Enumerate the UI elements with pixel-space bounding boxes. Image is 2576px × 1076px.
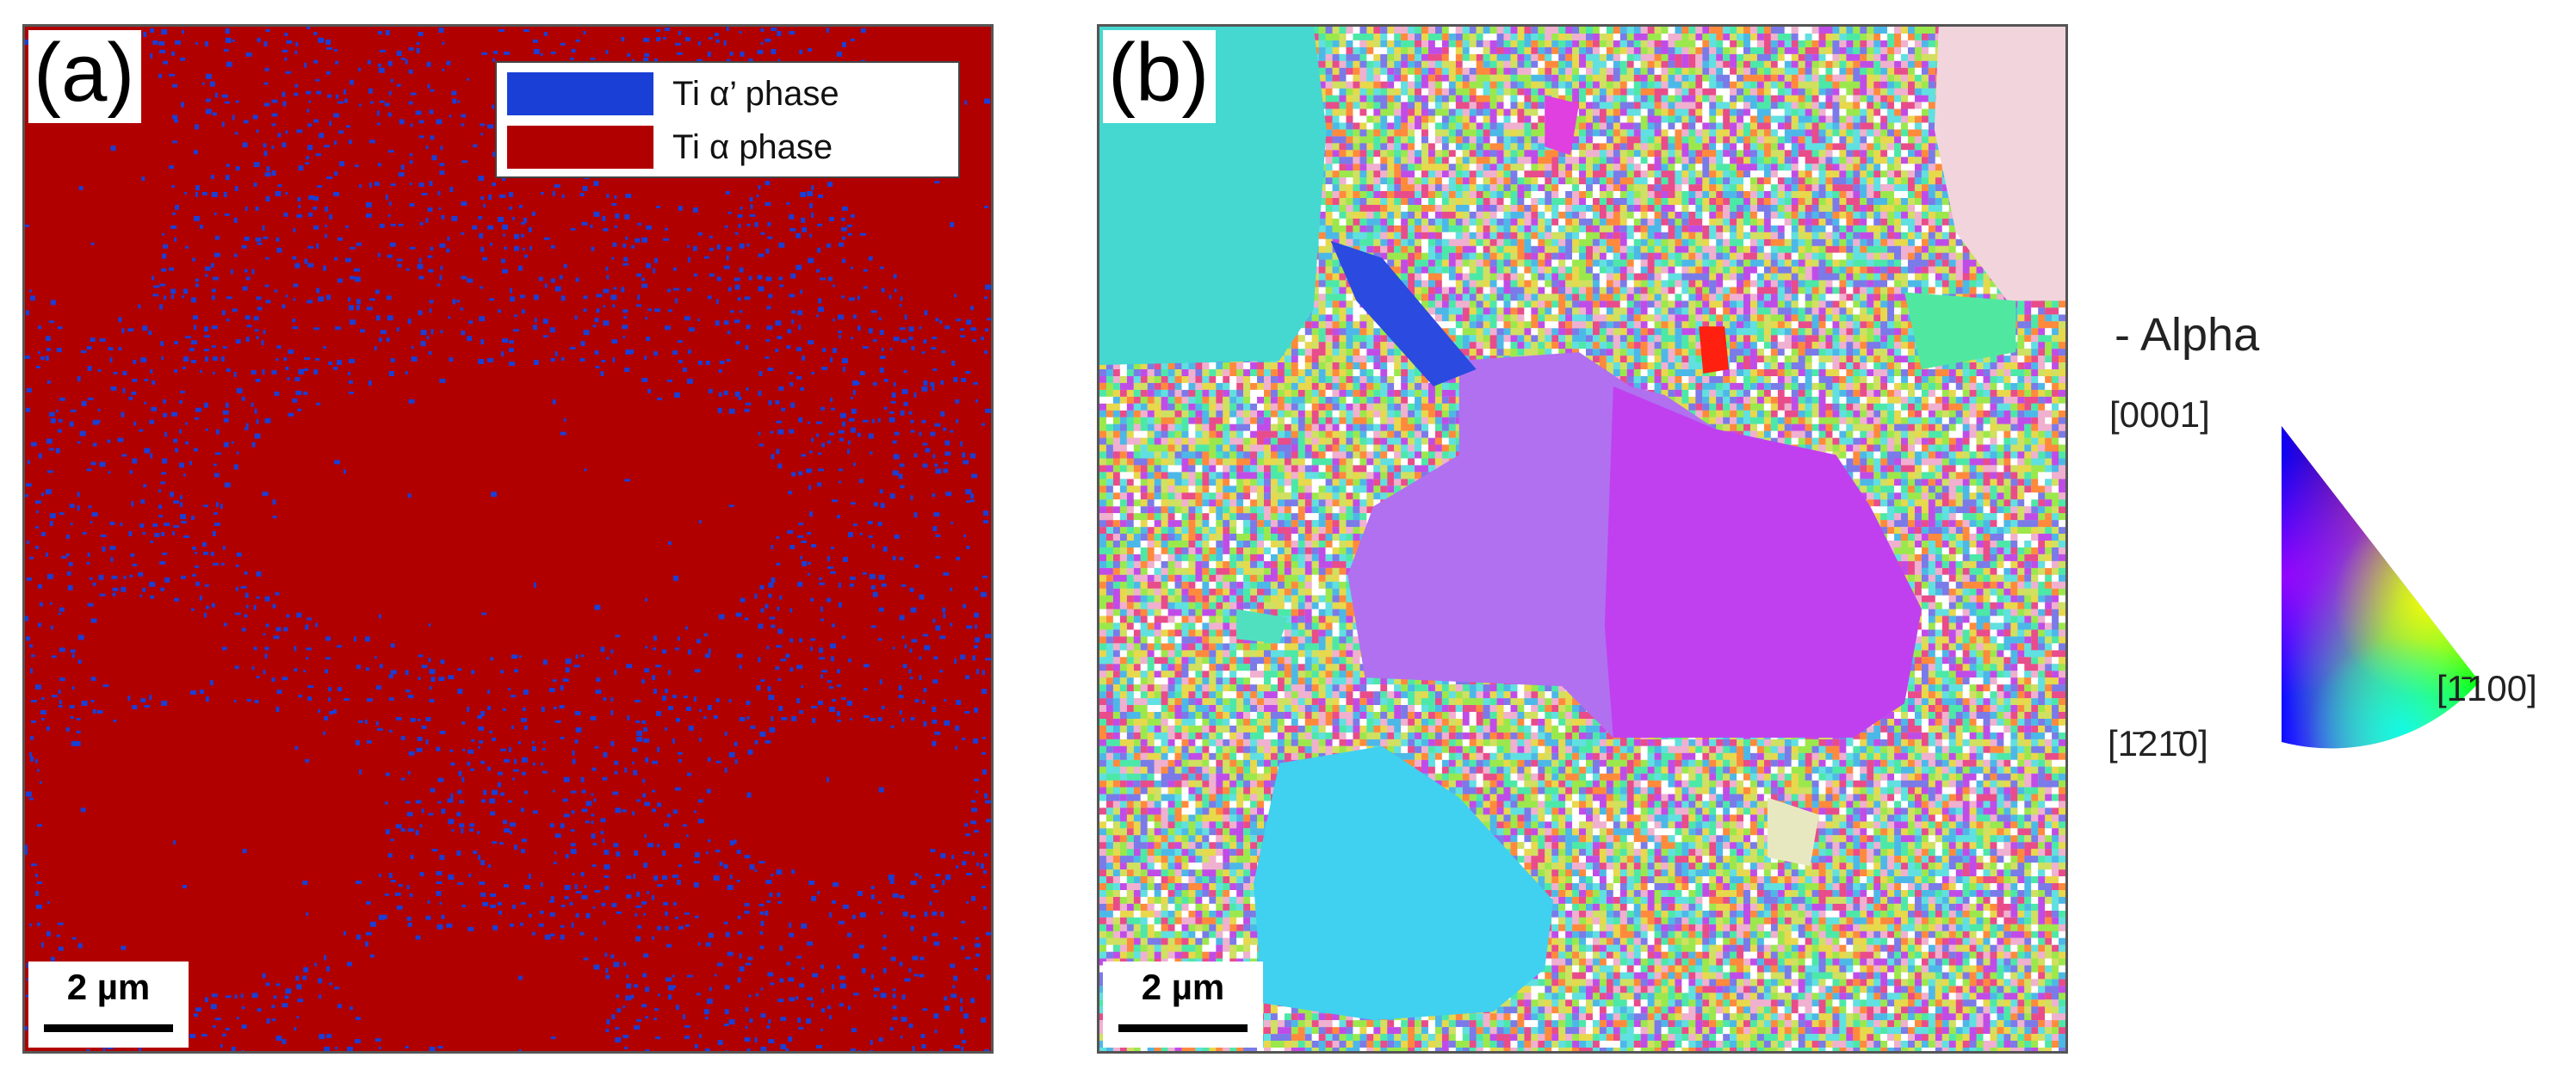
ipf-key-title: - Alpha xyxy=(2115,309,2260,361)
grain-9 xyxy=(1236,609,1288,644)
scale-bar-a: 2 µm xyxy=(28,962,189,1048)
phase-map-image xyxy=(25,27,991,1051)
ipf-pole-1-210: [1̄21̄0] xyxy=(2108,723,2208,764)
grain-5 xyxy=(1904,292,2016,369)
legend-item-alpha: Ti α phase xyxy=(507,123,833,171)
grain-10 xyxy=(1767,797,1819,867)
ipf-color-key: - Alpha xyxy=(2084,293,2566,775)
legend-item-alpha-prime: Ti α’ phase xyxy=(507,70,839,118)
grain-7 xyxy=(1699,326,1730,374)
ipf-pole-0001: [0001] xyxy=(2109,394,2210,435)
scale-bar-a-label: 2 µm xyxy=(66,967,151,1007)
legend-label-alpha-prime: Ti α’ phase xyxy=(672,74,839,113)
orientation-map-panel: (b) 2 µm xyxy=(1097,24,2068,1054)
legend-swatch-alpha-prime xyxy=(507,72,653,115)
panel-a-label: (a) xyxy=(28,30,142,123)
grain-3 xyxy=(1604,386,1922,738)
legend-label-alpha: Ti α phase xyxy=(672,127,833,166)
grain-6 xyxy=(1330,240,1477,386)
phase-map-panel: (a) Ti α’ phase Ti α phase 2 µm xyxy=(22,24,994,1054)
scale-bar-a-line xyxy=(44,1024,173,1032)
grain-4 xyxy=(1254,745,1554,1021)
legend-swatch-alpha xyxy=(507,126,653,169)
panel-b-label: (b) xyxy=(1103,30,1217,123)
scale-bar-b-label: 2 µm xyxy=(1141,967,1225,1007)
scale-bar-b-line xyxy=(1118,1024,1248,1032)
grain-8 xyxy=(1545,95,1580,156)
ipf-triangle xyxy=(2282,426,2480,749)
grain-1 xyxy=(1934,27,2065,301)
phase-legend: Ti α’ phase Ti α phase xyxy=(495,61,960,178)
ipf-pole-1100: [1̄100] xyxy=(2437,668,2537,708)
orientation-map-image xyxy=(1099,27,2065,1051)
scale-bar-b: 2 µm xyxy=(1103,962,1263,1048)
